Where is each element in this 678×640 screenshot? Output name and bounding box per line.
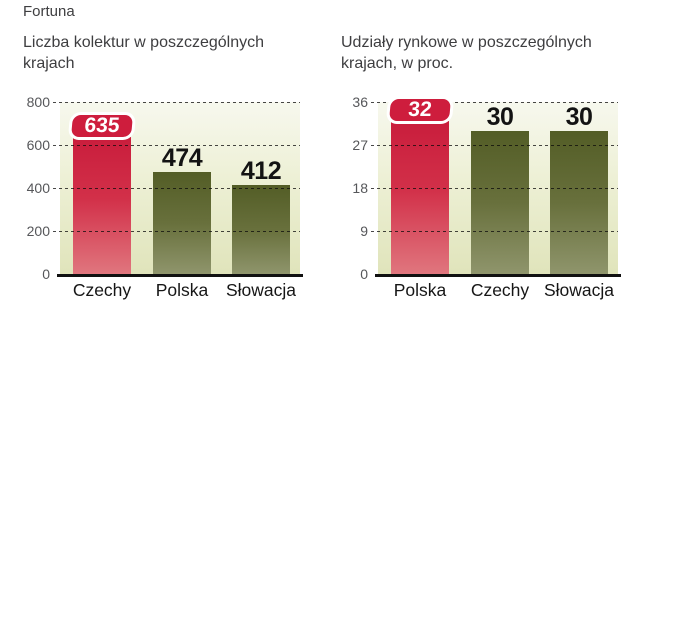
value-label: 30 [565,102,593,131]
x-axis-category-label: Czechy [72,280,132,300]
value-label: 474 [161,144,203,173]
chart-title: Liczba kolektur w poszczególnych krajach [23,34,265,72]
gridline [53,230,300,232]
chart-market-share: Udziały rynkowe w poszczególnych krajach… [318,30,638,315]
y-axis-tick-label: 400 [26,180,50,196]
gridline [371,101,618,103]
x-axis-category-label: Polska [155,280,209,300]
bar [153,172,211,274]
x-axis-category-label: Słowacja [543,280,615,300]
chart-collection-points: Liczba kolektur w poszczególnych krajach… [0,30,320,315]
value-label: 30 [486,102,514,131]
gridline [53,101,300,103]
y-axis-tick-label: 800 [26,94,50,110]
page-title: Fortuna [23,3,75,20]
gridline [371,144,618,146]
y-axis-tick-label: 18 [352,180,368,196]
gridline [53,144,300,146]
y-axis-tick-label: 9 [360,223,368,239]
gridline [371,187,618,189]
bar-highlighted [391,121,449,274]
bar [550,130,608,274]
gridline [53,187,300,189]
value-label: 412 [240,157,282,186]
y-axis-tick-label: 600 [26,137,50,153]
bar [232,185,290,274]
x-axis-line [375,274,621,277]
value-badge: 32 [385,96,455,125]
y-axis-tick-label: 27 [352,137,368,153]
y-axis-tick-label: 36 [352,94,368,110]
bar [471,130,529,274]
x-axis-category-label: Czechy [470,280,530,300]
x-axis-line [57,274,303,277]
gridline [371,230,618,232]
y-axis-tick-label: 200 [26,223,50,239]
x-axis-category-label: Polska [393,280,447,300]
bar-highlighted [73,137,131,274]
y-axis-tick-label: 0 [42,266,50,282]
chart-title: Udziały rynkowe w poszczególnych krajach… [341,34,592,72]
value-badge: 635 [67,112,137,141]
y-axis-tick-label: 0 [360,266,368,282]
x-axis-category-label: Słowacja [225,280,297,300]
